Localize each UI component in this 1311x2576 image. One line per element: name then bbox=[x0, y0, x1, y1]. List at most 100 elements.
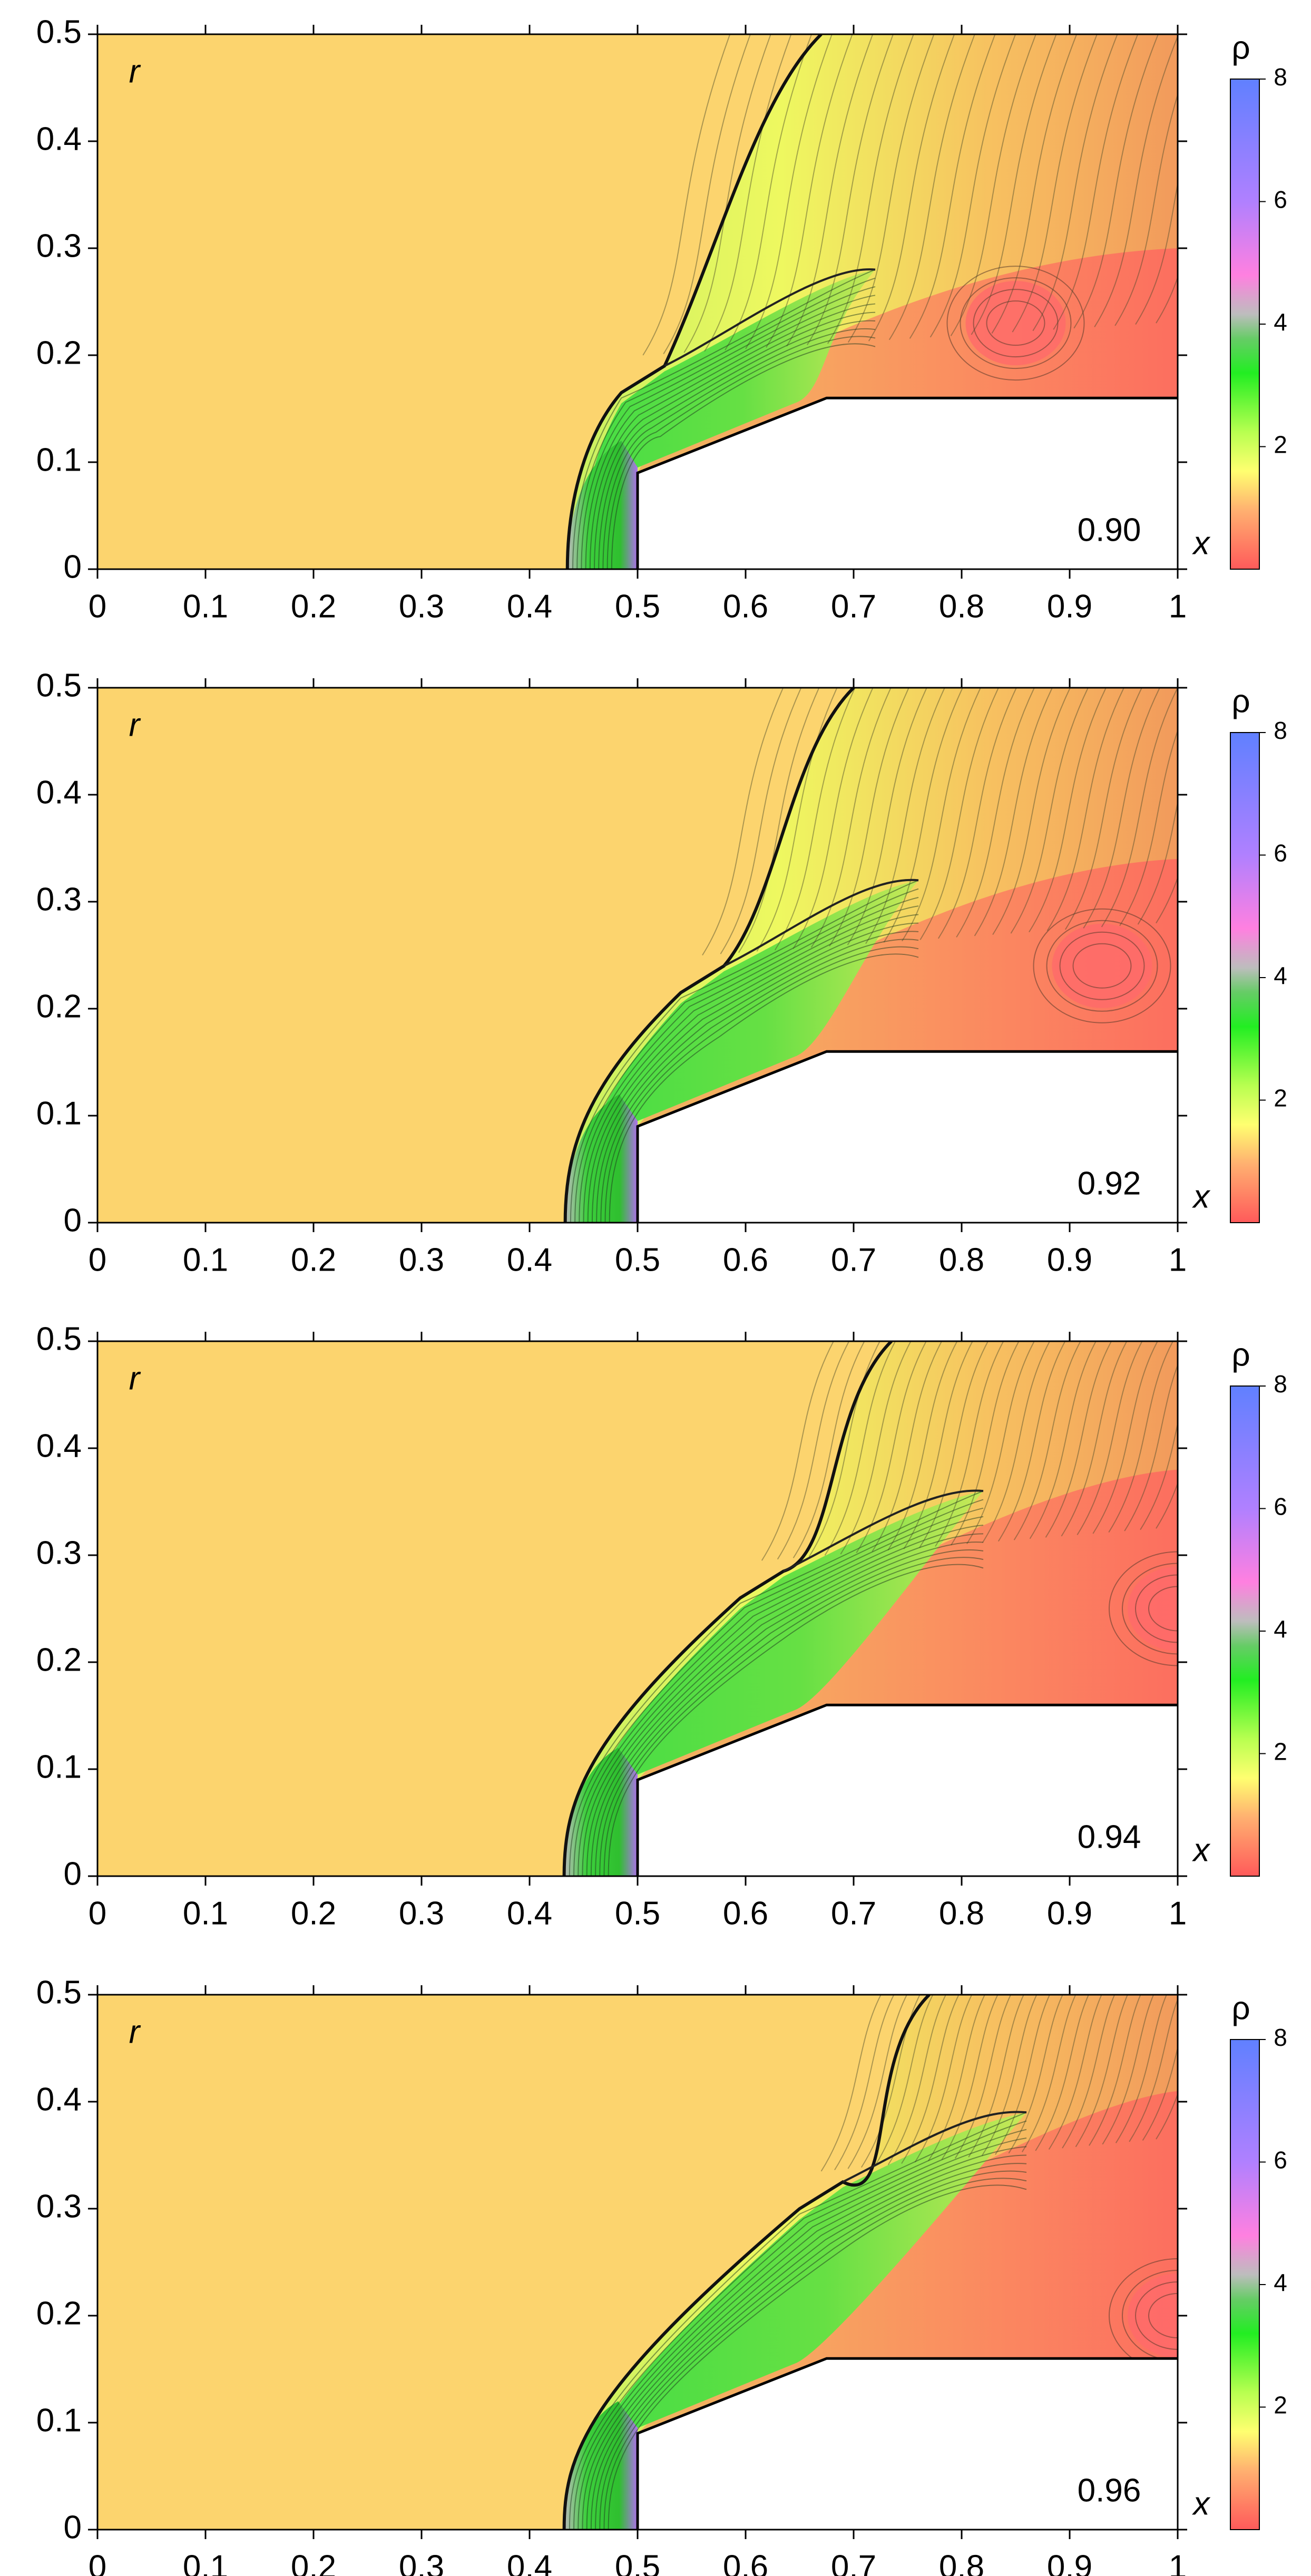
time-label: 0.94 bbox=[1078, 1819, 1141, 1855]
density-contour bbox=[745, 34, 833, 349]
y-axis-label: r bbox=[129, 53, 141, 90]
shear-contour bbox=[608, 1564, 984, 1876]
density-contour bbox=[808, 1341, 881, 1557]
panel-1: 0 0.1 0.2 0.3 0.4 0.5 0.6 0.7 0.8 0.9 1 0 0.1 0.2 0.3 0… bbox=[36, 14, 1287, 625]
density-contour bbox=[956, 688, 1035, 938]
vortex-contour bbox=[1109, 2258, 1178, 2373]
density-contour bbox=[997, 1341, 1066, 1542]
plot-area bbox=[97, 1995, 1178, 2530]
density-contour bbox=[950, 34, 1036, 336]
shear-contour bbox=[599, 1549, 984, 1876]
body bbox=[638, 2358, 1178, 2530]
x-tick-label: 0.4 bbox=[507, 2549, 552, 2576]
density-contour bbox=[1073, 34, 1159, 329]
density-contour bbox=[1102, 1995, 1155, 2145]
x-tick-label: 1 bbox=[1169, 1242, 1187, 1278]
shear-contour bbox=[599, 2170, 1027, 2530]
plot-area bbox=[97, 1341, 1178, 1876]
body bbox=[638, 1705, 1178, 1876]
x-tick-label: 0.3 bbox=[399, 588, 444, 625]
shear-contour bbox=[576, 277, 876, 569]
shear-contour bbox=[598, 320, 876, 569]
shear-contour bbox=[603, 2178, 1027, 2530]
stagnation-cap bbox=[565, 1094, 638, 1223]
density-contour bbox=[642, 34, 731, 356]
density-contour bbox=[1108, 1341, 1174, 1533]
plot-area bbox=[97, 688, 1178, 1223]
density-contour bbox=[856, 1341, 927, 1554]
density-contour bbox=[874, 1995, 934, 2167]
x-tick-label: 0.6 bbox=[723, 588, 768, 625]
vortex-core bbox=[1128, 2273, 1178, 2358]
density-contour bbox=[738, 688, 820, 953]
density-contour bbox=[1156, 276, 1178, 324]
shear-contour bbox=[602, 328, 876, 569]
density-contour bbox=[865, 688, 945, 944]
x-tick-label: 0.6 bbox=[723, 1242, 768, 1278]
density-contour bbox=[663, 34, 751, 355]
shear-contour bbox=[569, 2112, 1027, 2530]
x-axis-label: x bbox=[1192, 1832, 1211, 1868]
colorbar-tick-label: 2 bbox=[1274, 1085, 1287, 1112]
colorbar-label: ρ bbox=[1231, 30, 1250, 66]
shear-contour bbox=[595, 1541, 984, 1876]
x-tick-label: 0 bbox=[89, 588, 106, 625]
time-label: 0.96 bbox=[1078, 2472, 1141, 2509]
density-contour bbox=[1115, 1995, 1167, 2143]
density-contour bbox=[951, 1341, 1020, 1546]
y-axis-label: r bbox=[129, 707, 141, 743]
vortex-contour bbox=[1072, 943, 1132, 989]
shear-contour bbox=[608, 2184, 1027, 2530]
x-tick-label: 0.9 bbox=[1047, 1242, 1092, 1278]
density-contour bbox=[954, 1995, 1012, 2159]
shear-contour bbox=[585, 295, 876, 569]
density-contour bbox=[1124, 1363, 1178, 1531]
x-tick-label: 0.9 bbox=[1047, 588, 1092, 625]
y-tick-label: 0.1 bbox=[36, 2402, 82, 2438]
density-contour bbox=[1045, 1341, 1112, 1538]
density-contour bbox=[761, 1341, 835, 1561]
body-outline bbox=[636, 396, 1178, 569]
y-tick-label: 0.5 bbox=[36, 14, 82, 50]
density-contour bbox=[774, 688, 856, 951]
density-contour bbox=[702, 688, 784, 956]
density-contour bbox=[903, 1341, 973, 1549]
colorbar-label: ρ bbox=[1231, 1990, 1250, 2026]
x-tick-label: 0.2 bbox=[291, 1895, 336, 1931]
y-tick-label: 0.3 bbox=[36, 1535, 82, 1571]
density-contour bbox=[1092, 1341, 1159, 1534]
x-tick-label: 0.6 bbox=[723, 1895, 768, 1931]
body-outline bbox=[636, 2357, 1178, 2530]
colorbar-label: ρ bbox=[1231, 1336, 1250, 1373]
colorbar-tick-label: 2 bbox=[1274, 431, 1287, 458]
density-contour bbox=[720, 688, 802, 954]
colorbar-tick-label: 6 bbox=[1274, 2146, 1287, 2174]
density-contour bbox=[966, 1341, 1035, 1545]
density-contour bbox=[1114, 93, 1178, 326]
shear-contour bbox=[590, 1533, 984, 1876]
vortex-contour bbox=[1109, 1551, 1178, 1666]
x-tick-label: 0.5 bbox=[615, 588, 660, 625]
x-axis-label: x bbox=[1192, 1178, 1211, 1215]
density-contour bbox=[1061, 1341, 1128, 1537]
colorbar-tick-label: 4 bbox=[1274, 2269, 1287, 2296]
shear-contour bbox=[591, 922, 919, 1223]
colorbar-tick-label: 8 bbox=[1274, 2024, 1287, 2051]
density-contour bbox=[820, 1995, 882, 2172]
vortex-contour bbox=[1135, 1574, 1178, 1643]
body bbox=[638, 1051, 1178, 1223]
density-contour bbox=[901, 1995, 960, 2164]
density-contour bbox=[992, 688, 1071, 935]
colorbar-tick-label: 8 bbox=[1274, 717, 1287, 744]
density-contour bbox=[834, 1995, 895, 2171]
vortex-contour bbox=[986, 300, 1045, 346]
density-contour bbox=[793, 688, 874, 949]
density-contour bbox=[1119, 729, 1178, 926]
colorbar-tick-label: 2 bbox=[1274, 2392, 1287, 2419]
density-contour bbox=[1089, 1995, 1141, 2146]
y-tick-label: 0.1 bbox=[36, 1749, 82, 1785]
vortex-contour bbox=[1148, 1586, 1178, 1632]
vortex-core bbox=[1128, 1566, 1178, 1651]
colorbar-tick-label: 4 bbox=[1274, 1615, 1287, 1643]
shear-contour bbox=[586, 2146, 1027, 2530]
